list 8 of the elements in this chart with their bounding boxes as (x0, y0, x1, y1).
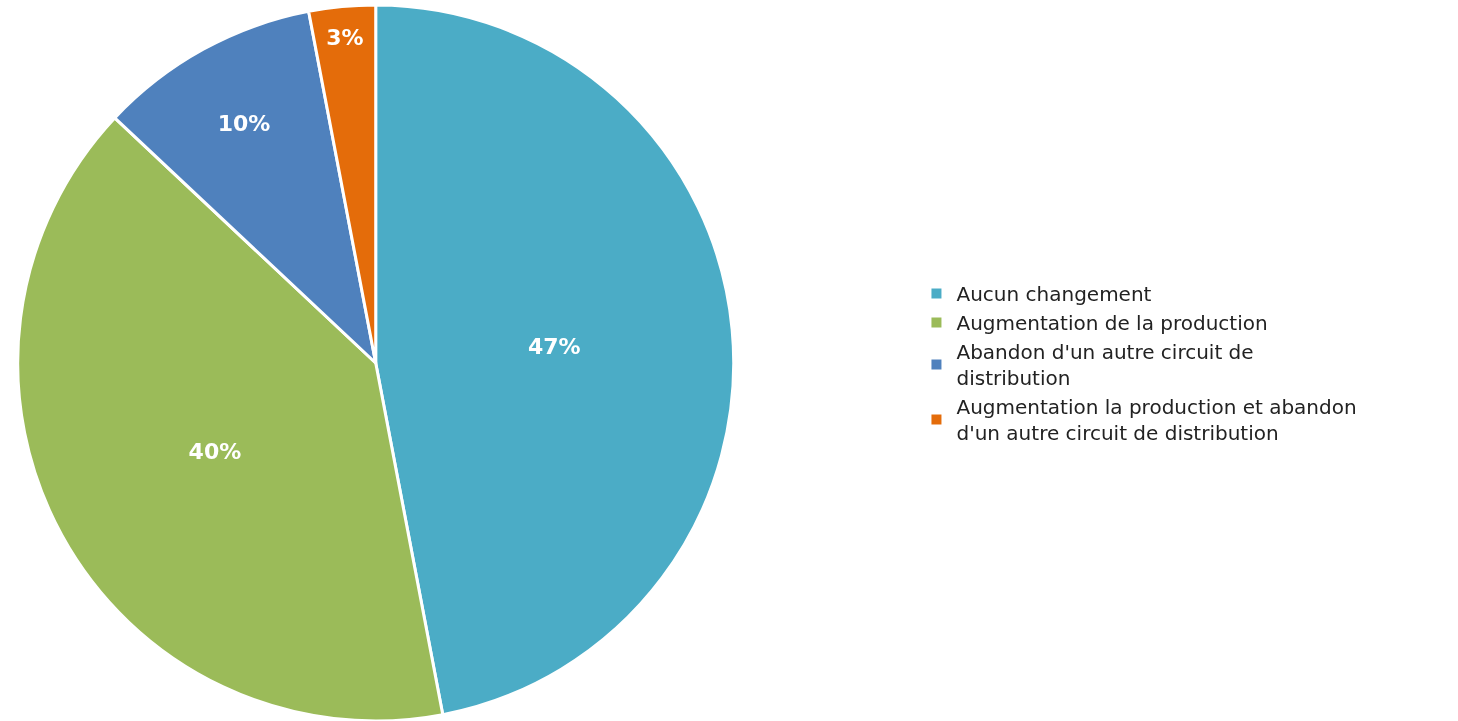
legend-label: Abandon d'un autre circuit de distribution (956, 340, 1254, 391)
data-label: 10% (217, 110, 271, 136)
legend-label: Aucun changement (956, 282, 1152, 307)
legend-label: Augmentation de la production (956, 311, 1268, 336)
data-label: 40% (188, 438, 242, 464)
data-label: 3% (326, 24, 364, 50)
legend-label: Augmentation la production et abandon d'un autre circuit de distribution (956, 395, 1357, 446)
data-label: 47% (527, 333, 581, 359)
